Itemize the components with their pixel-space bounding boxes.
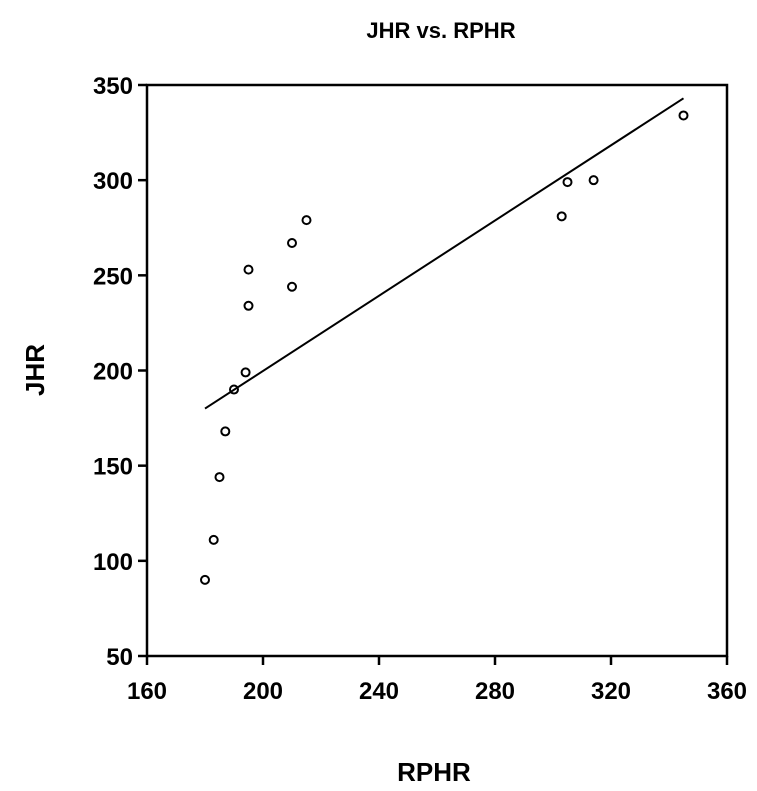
y-tick-label: 150 xyxy=(93,454,133,481)
data-point xyxy=(208,534,219,545)
data-point xyxy=(556,211,567,222)
data-point xyxy=(287,281,297,292)
x-axis-title: RPHR xyxy=(397,757,471,787)
data-point xyxy=(200,574,210,585)
data-point xyxy=(214,472,225,483)
data-point xyxy=(243,300,254,311)
chart-title: JHR vs. RPHR xyxy=(366,18,515,43)
plot-area-frame xyxy=(145,83,729,658)
data-point xyxy=(229,384,239,395)
data-point xyxy=(301,215,312,226)
x-tick-label: 320 xyxy=(591,678,631,705)
data-point xyxy=(562,177,573,188)
y-axis-title: JHR xyxy=(20,344,50,396)
y-tick-label: 200 xyxy=(93,359,133,386)
y-tick-label: 250 xyxy=(93,263,133,290)
data-point xyxy=(678,110,689,121)
x-tick-label: 240 xyxy=(359,678,399,705)
x-tick-label: 280 xyxy=(475,678,515,705)
axis-ticks: 160 200 240 280 320 360 50 100 150 200 250 300 350 xyxy=(93,73,747,705)
y-tick-label: 350 xyxy=(93,73,133,100)
data-point xyxy=(240,367,251,378)
fit-line-layer xyxy=(204,97,685,410)
data-point xyxy=(588,175,599,186)
x-tick-label: 160 xyxy=(127,678,167,705)
y-tick-label: 100 xyxy=(93,549,133,576)
y-tick-label: 300 xyxy=(93,168,133,195)
data-point xyxy=(243,264,254,275)
regression-line xyxy=(204,97,685,410)
x-tick-label: 200 xyxy=(243,678,283,705)
data-point xyxy=(287,237,297,248)
x-tick-label: 360 xyxy=(707,678,747,705)
y-tick-label: 50 xyxy=(106,644,133,671)
data-point xyxy=(220,426,231,437)
data-points xyxy=(200,110,689,585)
